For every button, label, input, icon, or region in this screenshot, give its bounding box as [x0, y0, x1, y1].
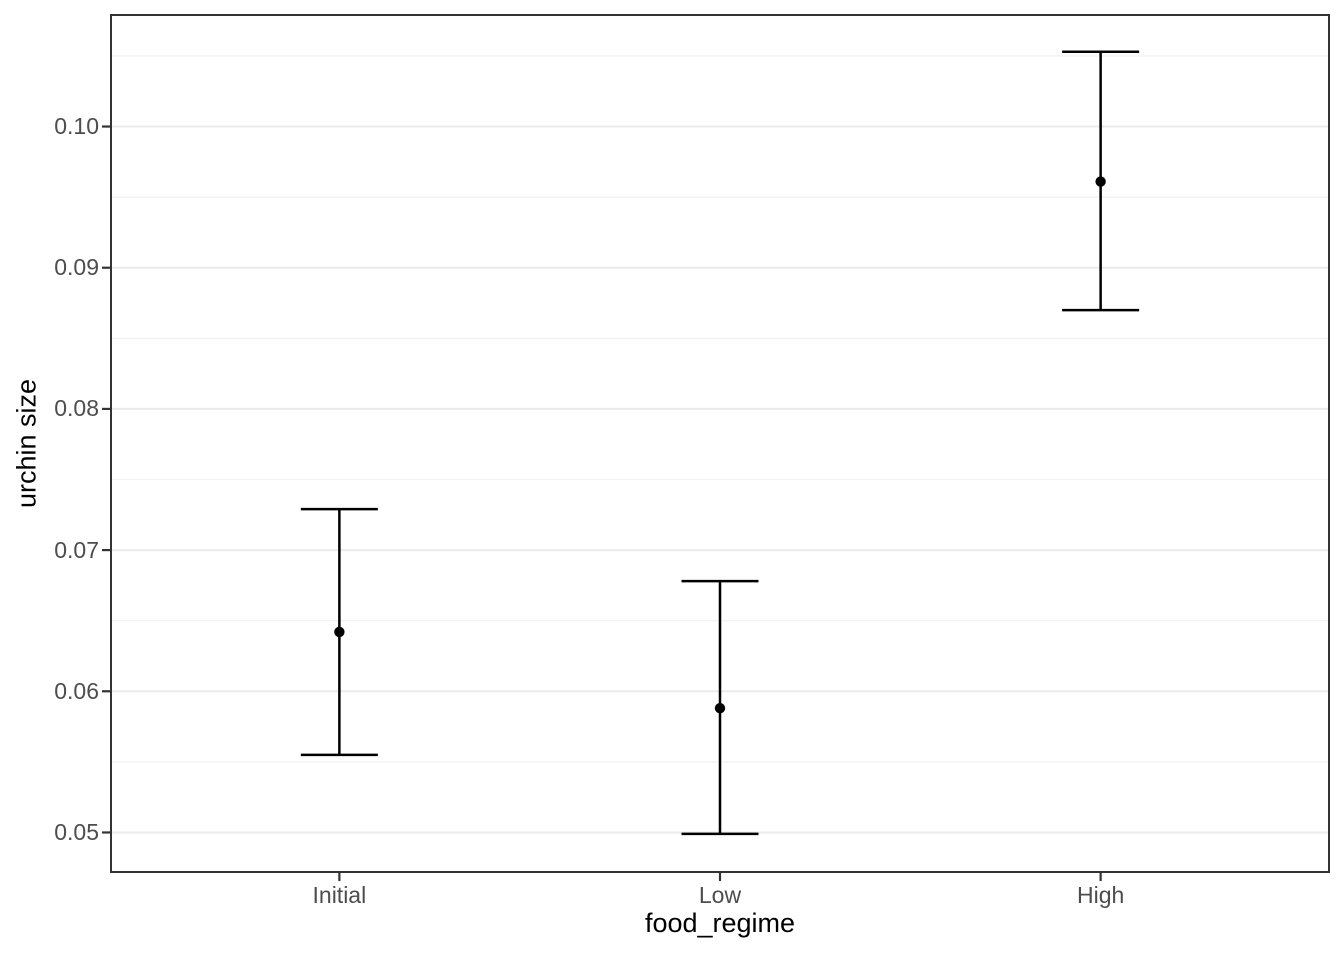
y-tick-label: 0.06 — [54, 677, 99, 704]
y-tick-label: 0.08 — [54, 395, 99, 422]
y-tick-label: 0.10 — [54, 113, 99, 140]
y-tick-label: 0.09 — [54, 254, 99, 281]
mean-point — [334, 626, 345, 638]
y-axis-title: urchin size — [11, 378, 42, 509]
mean-point — [1095, 176, 1106, 187]
mean-point — [714, 703, 726, 714]
x-tick-label: Initial — [312, 882, 367, 908]
x-tick-label: Low — [698, 882, 742, 908]
x-tick-label: High — [1076, 882, 1125, 908]
panel-border — [110, 14, 1330, 873]
y-tick-label: 0.05 — [54, 818, 99, 845]
x-axis-title: food_regime — [644, 908, 796, 938]
y-tick-label: 0.07 — [54, 536, 99, 563]
